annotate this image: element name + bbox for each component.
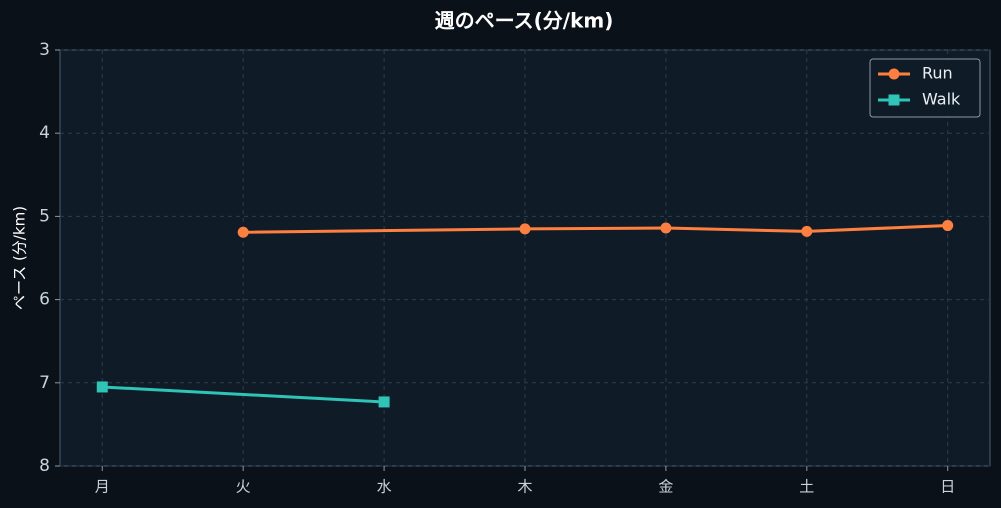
- legend-label: Walk: [922, 90, 961, 109]
- y-tick-label: 4: [39, 123, 50, 143]
- x-tick-label: 土: [799, 478, 814, 496]
- point: [237, 226, 249, 238]
- y-tick-label: 5: [39, 206, 50, 226]
- legend-marker: [888, 94, 900, 106]
- y-tick-label: 8: [39, 456, 50, 476]
- x-tick-label: 月: [95, 478, 110, 496]
- point: [378, 396, 390, 408]
- y-axis-label: ペース (分/km): [11, 206, 29, 310]
- x-tick-label: 日: [940, 478, 955, 496]
- point: [96, 381, 108, 393]
- x-tick-label: 木: [517, 478, 532, 496]
- legend-marker: [888, 68, 900, 80]
- x-tick-label: 金: [658, 478, 673, 496]
- legend-label: Run: [922, 64, 953, 83]
- point: [942, 220, 954, 232]
- point: [660, 222, 672, 234]
- y-tick-label: 6: [39, 290, 50, 310]
- series-line: [102, 385, 385, 404]
- point: [801, 225, 813, 237]
- y-tick-label: 3: [39, 40, 50, 60]
- y-tick-label: 7: [39, 373, 50, 393]
- legend: Run Walk: [869, 58, 981, 118]
- x-tick-label: 火: [236, 478, 251, 496]
- x-tick-label: 水: [377, 478, 392, 496]
- chart-title: 週のペース(分/km): [435, 9, 614, 33]
- point: [519, 223, 531, 235]
